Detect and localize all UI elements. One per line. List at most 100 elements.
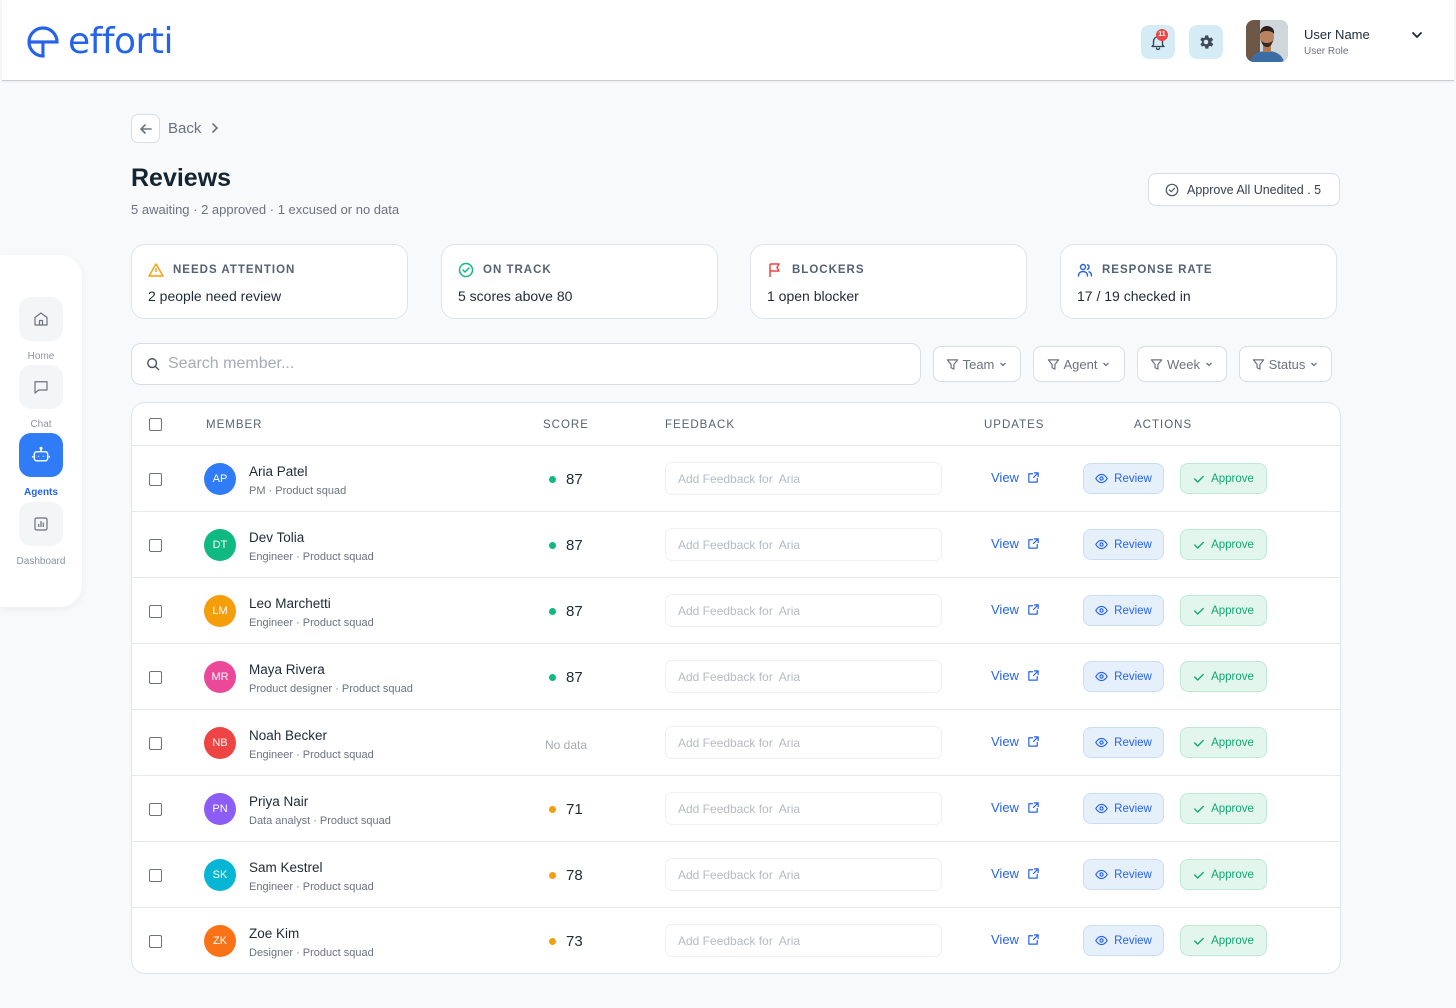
review-label: Review [1114,802,1152,815]
view-updates-link[interactable]: View [991,536,1040,551]
approve-button[interactable]: Approve [1180,463,1267,494]
approve-button[interactable]: Approve [1180,925,1267,956]
eye-icon [1095,869,1108,880]
eye-icon [1095,935,1108,946]
status-dot [549,938,556,945]
stat-value: 2 people need review [148,288,282,304]
select-all-checkbox[interactable] [149,418,162,431]
sidebar-item-home[interactable]: Home [0,297,82,362]
view-updates-link[interactable]: View [991,866,1040,881]
feedback-input[interactable] [665,924,942,957]
row-checkbox[interactable] [149,605,162,618]
external-link-icon [1028,472,1039,483]
stat-value: 5 scores above 80 [458,288,573,304]
approve-button[interactable]: Approve [1180,595,1267,626]
row-checkbox[interactable] [149,539,162,552]
review-button[interactable]: Review [1083,727,1164,758]
approve-button[interactable]: Approve [1180,529,1267,560]
check-icon [1194,673,1205,681]
member-role: Engineer · Product squad [249,881,374,893]
row-checkbox[interactable] [149,671,162,684]
feedback-input[interactable] [665,858,942,891]
review-button[interactable]: Review [1083,463,1164,494]
check-icon [1194,871,1205,879]
view-updates-link[interactable]: View [991,734,1040,749]
review-button[interactable]: Review [1083,793,1164,824]
filter-agent[interactable]: Agent [1033,346,1125,382]
view-updates-link[interactable]: View [991,668,1040,683]
feedback-input[interactable] [665,594,942,627]
approve-all-button[interactable]: Approve All Unedited . 5 [1148,173,1340,206]
view-label: View [991,932,1019,947]
filter-team[interactable]: Team [933,346,1021,382]
table-row: AP Aria Patel PM · Product squad 87 View… [132,446,1340,512]
back-button[interactable] [131,114,160,143]
view-updates-link[interactable]: View [991,932,1040,947]
review-button[interactable]: Review [1083,925,1164,956]
filter-week[interactable]: Week [1137,346,1227,382]
page-title: Reviews [131,164,232,192]
notifications-button[interactable]: 11 [1141,25,1175,59]
logo[interactable]: efforti [26,22,173,62]
feedback-input[interactable] [665,528,942,561]
score-value: 87 [566,471,583,488]
eye-icon [1095,737,1108,748]
table-row: SK Sam Kestrel Engineer · Product squad … [132,842,1340,908]
approve-button[interactable]: Approve [1180,859,1267,890]
sidebar-item-agents[interactable]: Agents [0,433,82,498]
review-button[interactable]: Review [1083,859,1164,890]
reviews-table: MEMBER SCORE FEEDBACK UPDATES ACTIONS AP… [131,402,1341,974]
view-updates-link[interactable]: View [991,602,1040,617]
settings-button[interactable] [1189,25,1223,59]
score-value: 78 [566,867,583,884]
eye-icon [1095,539,1108,550]
score: 87 [549,603,583,620]
filter-status[interactable]: Status [1239,346,1332,382]
member-name: Leo Marchetti [249,596,331,611]
approve-button[interactable]: Approve [1180,793,1267,824]
user-avatar[interactable] [1246,20,1288,62]
feedback-input[interactable] [665,660,942,693]
row-checkbox[interactable] [149,935,162,948]
approve-button[interactable]: Approve [1180,727,1267,758]
logo-icon [27,26,59,58]
row-checkbox[interactable] [149,869,162,882]
view-label: View [991,602,1019,617]
sidebar-item-chat[interactable]: Chat [0,365,82,430]
review-button[interactable]: Review [1083,661,1164,692]
review-button[interactable]: Review [1083,529,1164,560]
view-updates-link[interactable]: View [991,800,1040,815]
sidebar-item-label: Home [27,351,55,362]
avatar: ZK [204,925,236,957]
member-role: Product designer · Product squad [249,683,413,695]
row-checkbox[interactable] [149,473,162,486]
sidebar-item-dashboard[interactable]: Dashboard [0,502,82,567]
user-menu-toggle[interactable] [1410,28,1424,42]
sidebar: Home Chat Agents Dashboard [0,255,82,607]
avatar: DT [204,529,236,561]
check-icon [1194,475,1205,483]
table-row: PN Priya Nair Data analyst · Product squ… [132,776,1340,842]
chevron-down-icon [1206,362,1212,367]
feedback-input[interactable] [665,792,942,825]
check-icon [1194,805,1205,813]
review-button[interactable]: Review [1083,595,1164,626]
arrow-left-icon [139,123,152,134]
check-circle-icon [458,262,474,278]
review-label: Review [1114,472,1152,485]
chevron-down-icon [1000,362,1007,367]
filter-label: Agent [1063,356,1098,372]
row-checkbox[interactable] [149,737,162,750]
view-updates-link[interactable]: View [991,470,1040,485]
chevron-down-icon [1311,362,1318,367]
feedback-input[interactable] [665,462,942,495]
back-link[interactable]: Back [168,120,202,137]
approve-button[interactable]: Approve [1180,661,1267,692]
filter-icon [946,358,958,370]
feedback-input[interactable] [665,726,942,759]
column-actions: ACTIONS [1134,419,1193,431]
search-input[interactable] [168,355,868,373]
approve-label: Approve [1211,472,1254,485]
row-checkbox[interactable] [149,803,162,816]
gear-icon [1200,35,1214,49]
